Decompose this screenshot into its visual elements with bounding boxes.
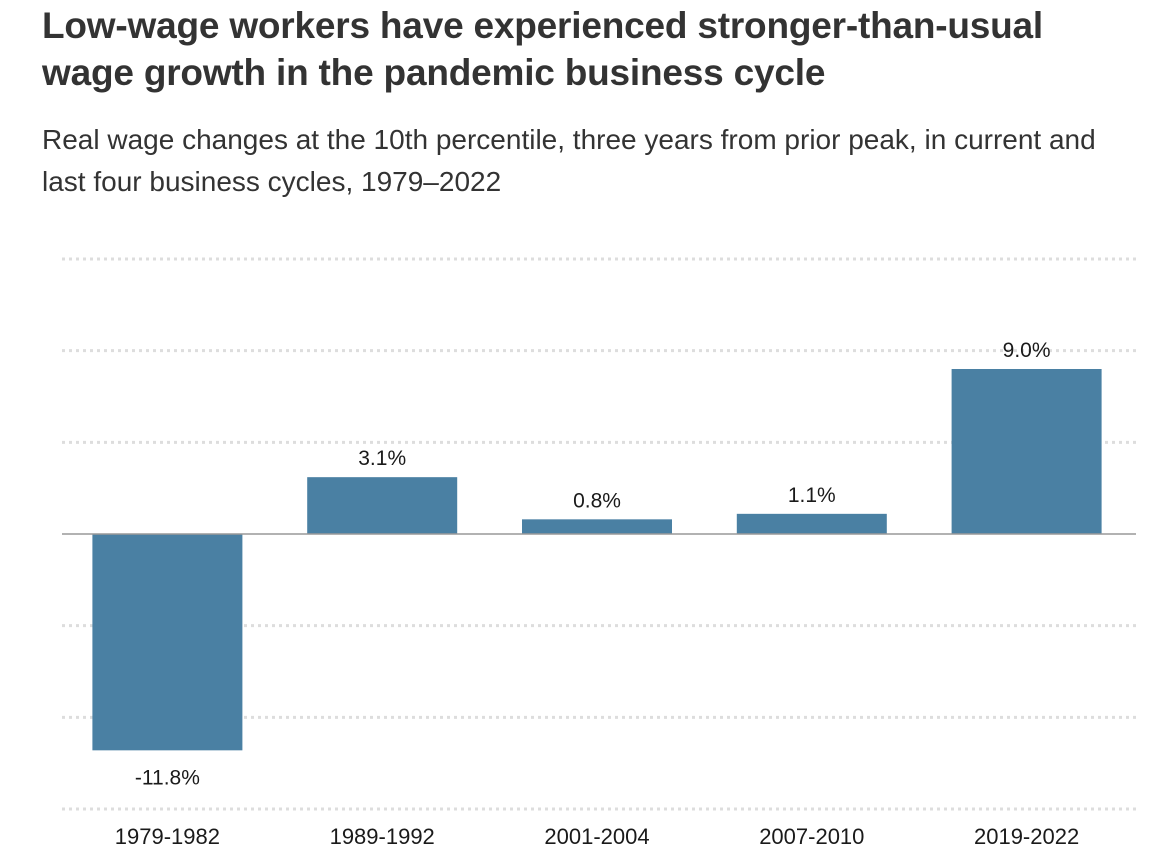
value-label: 0.8% (573, 489, 621, 512)
value-label: -11.8% (135, 766, 200, 789)
chart-title: Low-wage workers have experienced strong… (42, 5, 1044, 93)
x-tick-label: 2001-2004 (544, 824, 649, 849)
value-label: 3.1% (358, 447, 406, 470)
bars (92, 369, 1102, 751)
x-axis-tick-labels: 1979-1982 1989-1992 2001-2004 2007-2010 2019… (115, 824, 1079, 849)
value-label: 9.0% (1003, 339, 1051, 362)
chart-subtitle: Real wage changes at the 10th percentile… (42, 124, 1096, 197)
value-label: 1.1% (788, 484, 836, 507)
x-tick-label: 2019-2022 (974, 824, 1079, 849)
bar-2007-2010 (736, 513, 887, 534)
x-tick-label: 2007-2010 (759, 824, 864, 849)
x-tick-label: 1979-1982 (115, 824, 220, 849)
bar-1989-1992 (307, 477, 458, 534)
x-tick-label: 1989-1992 (330, 824, 435, 849)
bar-2001-2004 (522, 519, 672, 534)
value-labels: -11.8% 3.1% 0.8% 1.1% 9.0% (135, 339, 1051, 789)
bar-2019-2022 (951, 369, 1102, 534)
bar-1979-1982 (92, 534, 243, 751)
